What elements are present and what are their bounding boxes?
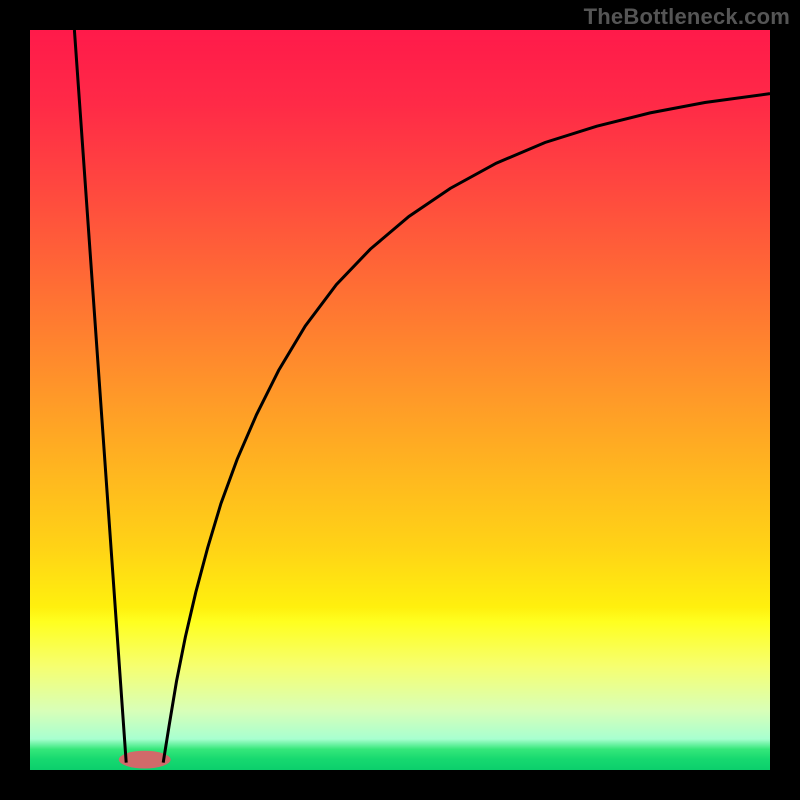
watermark-text: TheBottleneck.com — [584, 4, 790, 30]
chart-container: { "watermark": { "text": "TheBottleneck.… — [0, 0, 800, 800]
chart-plot-bg — [30, 30, 770, 770]
bottleneck-chart — [0, 0, 800, 800]
